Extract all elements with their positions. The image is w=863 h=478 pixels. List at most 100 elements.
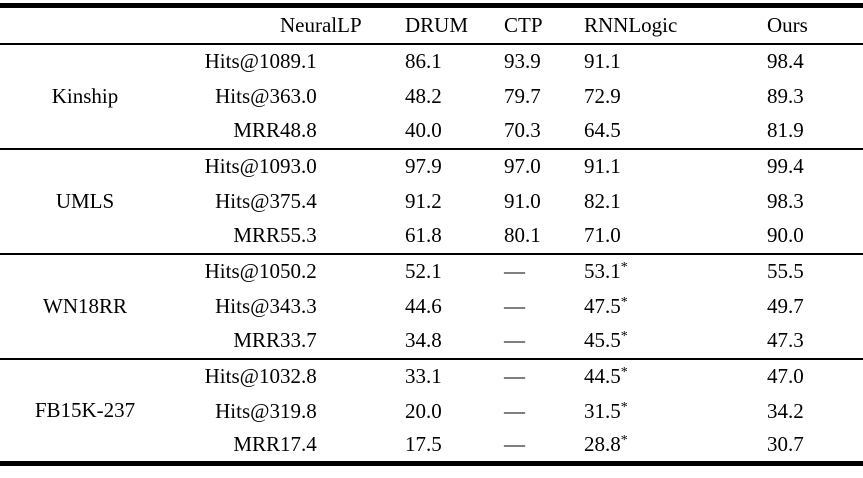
header-metric-blank <box>170 6 280 44</box>
value-neurallp: 63.0 <box>280 83 317 108</box>
section-wn18rr: WN18RR Hits@10 50.2 52.1 — 53.1* 55.5 Hi… <box>0 253 863 359</box>
value-rnnlogic-number: 91.1 <box>584 154 621 178</box>
value-ctp: — <box>504 432 525 457</box>
table-header: NeuralLP DRUM CTP RNNLogic Ours <box>0 6 863 44</box>
value-rnnlogic: 28.8* <box>584 429 767 464</box>
table-row: UMLS Hits@10 93.0 97.9 97.0 91.1 99.4 <box>0 149 863 213</box>
value-ctp: 70.3 <box>504 118 541 142</box>
value-drum: 97.9 <box>405 154 442 178</box>
header-method-neurallp: NeuralLP <box>280 12 362 37</box>
value-drum: 40.0 <box>405 118 442 142</box>
metric-label: MRR <box>233 328 280 352</box>
header-method-rnnlogic: RNNLogic <box>584 12 678 37</box>
value-ours: 47.0 <box>767 364 804 388</box>
table-row: Hits@3 43.3 44.6 — 47.5* 49.7 <box>0 289 863 324</box>
value-drum: 20.0 <box>405 398 442 423</box>
results-table: NeuralLP DRUM CTP RNNLogic Ours Kinship … <box>0 3 863 466</box>
value-drum: 52.1 <box>405 259 442 283</box>
value-ours: 30.7 <box>767 432 804 457</box>
table-row: MRR 33.7 34.8 — 45.5* 47.3 <box>0 324 863 359</box>
asterisk-marker: * <box>620 433 628 449</box>
value-neurallp: 33.7 <box>280 328 317 352</box>
value-ctp: — <box>504 293 525 318</box>
value-neurallp: 50.2 <box>280 259 317 283</box>
dataset-label-umls: UMLS <box>55 188 115 213</box>
value-ctp: 80.1 <box>504 223 541 247</box>
value-rnnlogic: 71.0 <box>584 219 767 254</box>
value-neurallp: 17.4 <box>280 432 317 457</box>
metric-label: Hits@10 <box>204 49 280 73</box>
value-ctp: 91.0 <box>504 188 541 213</box>
section-kinship: Kinship Hits@10 89.1 86.1 93.9 91.1 98.4… <box>0 43 863 149</box>
metric-label: MRR <box>233 223 280 247</box>
metric-label: Hits@3 <box>215 293 280 318</box>
table-row: WN18RR Hits@10 50.2 52.1 — 53.1* 55.5 <box>0 254 863 318</box>
value-neurallp: 43.3 <box>280 293 317 318</box>
header-row: NeuralLP DRUM CTP RNNLogic Ours <box>0 6 863 44</box>
value-ours: 98.4 <box>767 49 804 73</box>
value-drum: 86.1 <box>405 49 442 73</box>
section-umls: UMLS Hits@10 93.0 97.9 97.0 91.1 99.4 Hi… <box>0 148 863 254</box>
value-drum: 33.1 <box>405 364 442 388</box>
table-row: Hits@3 75.4 91.2 91.0 82.1 98.3 <box>0 184 863 219</box>
value-drum: 44.6 <box>405 293 442 318</box>
value-ctp: — <box>504 259 525 283</box>
value-rnnlogic: 91.1 <box>584 149 767 184</box>
metric-label: Hits@3 <box>215 188 280 213</box>
table-row: Kinship Hits@10 89.1 86.1 93.9 91.1 98.4 <box>0 44 863 108</box>
header-method-ctp: CTP <box>504 12 543 37</box>
value-rnnlogic: 91.1 <box>584 44 767 79</box>
value-ours: 81.9 <box>767 118 804 142</box>
value-rnnlogic: 53.1* <box>584 254 767 289</box>
value-rnnlogic-number: 71.0 <box>584 223 621 247</box>
value-rnnlogic: 45.5* <box>584 324 767 359</box>
header-method-ours: Ours <box>767 12 808 37</box>
value-ctp: 93.9 <box>504 49 541 73</box>
value-ours: 89.3 <box>767 83 804 108</box>
asterisk-marker: * <box>620 260 628 275</box>
dataset-label-kinship: Kinship <box>51 83 119 108</box>
value-drum: 17.5 <box>405 432 442 457</box>
value-ctp: — <box>504 328 525 352</box>
value-rnnlogic: 72.9 <box>584 79 767 114</box>
value-ours: 55.5 <box>767 259 804 283</box>
metric-label: Hits@3 <box>215 83 280 108</box>
value-rnnlogic-number: 31.5 <box>584 398 621 423</box>
table-row: Hits@3 63.0 48.2 79.7 72.9 89.3 <box>0 79 863 114</box>
metric-label: Hits@10 <box>204 259 280 283</box>
dataset-label-fb15k-237: FB15K-237 <box>34 397 136 422</box>
value-ctp: 79.7 <box>504 83 541 108</box>
value-rnnlogic-number: 28.8 <box>584 432 621 457</box>
value-ctp: 97.0 <box>504 154 541 178</box>
value-rnnlogic: 47.5* <box>584 289 767 324</box>
value-neurallp: 19.8 <box>280 398 317 423</box>
value-rnnlogic-number: 53.1 <box>584 259 621 283</box>
value-neurallp: 89.1 <box>280 49 317 73</box>
value-rnnlogic: 31.5* <box>584 394 767 429</box>
value-rnnlogic-number: 44.5 <box>584 364 621 388</box>
value-neurallp: 48.8 <box>280 118 317 142</box>
value-rnnlogic-number: 47.5 <box>584 293 621 318</box>
asterisk-marker: * <box>620 365 628 380</box>
value-ours: 34.2 <box>767 398 804 423</box>
metric-label: MRR <box>233 118 280 142</box>
value-rnnlogic: 44.5* <box>584 359 767 394</box>
metric-label: Hits@3 <box>215 398 280 423</box>
value-rnnlogic: 64.5 <box>584 114 767 149</box>
value-drum: 91.2 <box>405 188 442 213</box>
table-row: MRR 48.8 40.0 70.3 64.5 81.9 <box>0 114 863 149</box>
value-drum: 61.8 <box>405 223 442 247</box>
value-rnnlogic-number: 72.9 <box>584 83 621 108</box>
value-ours: 47.3 <box>767 328 804 352</box>
value-ctp: — <box>504 398 525 423</box>
value-rnnlogic-number: 82.1 <box>584 188 621 213</box>
table-row: MRR 17.4 17.5 — 28.8* 30.7 <box>0 429 863 464</box>
value-drum: 48.2 <box>405 83 442 108</box>
dataset-label-wn18rr: WN18RR <box>43 293 127 318</box>
value-ours: 99.4 <box>767 154 804 178</box>
value-ctp: — <box>504 364 525 388</box>
value-neurallp: 93.0 <box>280 154 317 178</box>
value-rnnlogic-number: 45.5 <box>584 328 621 352</box>
asterisk-marker: * <box>620 329 628 344</box>
value-drum: 34.8 <box>405 328 442 352</box>
